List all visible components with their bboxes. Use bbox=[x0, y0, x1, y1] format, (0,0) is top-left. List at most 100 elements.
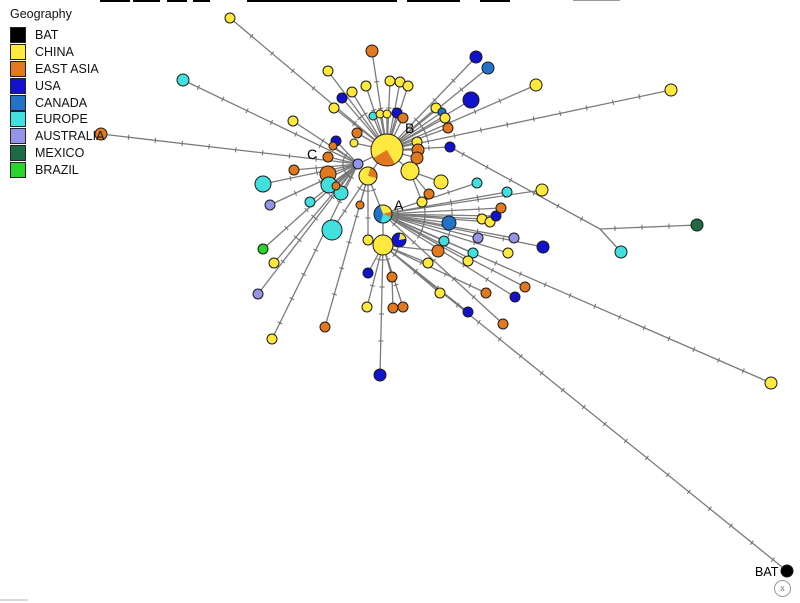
network-node[interactable] bbox=[472, 232, 484, 244]
network-node[interactable] bbox=[764, 376, 778, 390]
network-node[interactable] bbox=[410, 151, 424, 165]
network-node[interactable] bbox=[529, 78, 543, 92]
mutation-tick bbox=[293, 190, 298, 196]
network-node[interactable] bbox=[288, 164, 300, 176]
network-node-pie[interactable] bbox=[373, 204, 393, 224]
network-node[interactable] bbox=[416, 196, 428, 208]
network-node[interactable] bbox=[400, 161, 420, 181]
network-node[interactable] bbox=[321, 219, 343, 241]
network-node[interactable] bbox=[536, 240, 550, 254]
network-node[interactable] bbox=[462, 91, 480, 109]
network-node[interactable] bbox=[431, 244, 445, 258]
network-node[interactable] bbox=[287, 115, 299, 127]
legend-swatch bbox=[10, 27, 26, 44]
network-node[interactable] bbox=[331, 181, 341, 191]
network-node[interactable] bbox=[365, 44, 379, 58]
network-node[interactable] bbox=[373, 368, 387, 382]
mutation-tick bbox=[269, 119, 274, 126]
network-node[interactable] bbox=[336, 92, 348, 104]
window-edge-artifact bbox=[100, 0, 130, 2]
network-node[interactable] bbox=[322, 151, 334, 163]
network-node[interactable] bbox=[252, 288, 264, 300]
network-node[interactable] bbox=[352, 158, 364, 170]
close-icon[interactable]: x bbox=[774, 580, 791, 597]
network-node[interactable] bbox=[386, 271, 398, 283]
mutation-tick bbox=[473, 109, 477, 115]
network-node-pie[interactable] bbox=[370, 133, 404, 167]
network-node[interactable] bbox=[176, 73, 190, 87]
network-node[interactable] bbox=[349, 138, 359, 148]
mutation-tick bbox=[318, 179, 322, 185]
network-node[interactable] bbox=[497, 318, 509, 330]
mutation-tick bbox=[154, 137, 157, 143]
network-node[interactable] bbox=[444, 141, 456, 153]
network-node[interactable] bbox=[351, 127, 363, 139]
network-node[interactable] bbox=[355, 200, 365, 210]
network-node[interactable] bbox=[382, 109, 392, 119]
network-node[interactable] bbox=[397, 301, 409, 313]
network-node[interactable] bbox=[519, 281, 531, 293]
network-node[interactable] bbox=[442, 122, 454, 134]
network-node[interactable] bbox=[535, 183, 549, 197]
network-node[interactable] bbox=[268, 257, 280, 269]
network-node[interactable] bbox=[362, 267, 374, 279]
network-edge bbox=[382, 213, 469, 262]
clade-label-a: A bbox=[394, 197, 404, 213]
legend-rows: BAT CHINA EAST ASIA USA CANADA EUROPE AUSTRALI… bbox=[10, 27, 104, 178]
network-node[interactable] bbox=[480, 287, 492, 299]
network-node[interactable] bbox=[441, 215, 457, 231]
network-node[interactable] bbox=[690, 218, 704, 232]
network-node[interactable] bbox=[495, 202, 507, 214]
network-node[interactable] bbox=[423, 188, 435, 200]
clade-label-b: B bbox=[405, 120, 415, 136]
network-node[interactable] bbox=[471, 177, 483, 189]
network-node[interactable] bbox=[614, 245, 628, 259]
network-node[interactable] bbox=[319, 321, 331, 333]
network-node[interactable] bbox=[490, 210, 502, 222]
mutation-tick bbox=[560, 387, 565, 393]
network-node[interactable] bbox=[346, 86, 358, 98]
network-node[interactable] bbox=[360, 80, 372, 92]
network-node[interactable] bbox=[502, 247, 514, 259]
network-node[interactable] bbox=[422, 257, 434, 269]
network-node[interactable] bbox=[508, 232, 520, 244]
mutation-tick bbox=[277, 321, 283, 325]
network-node[interactable] bbox=[264, 199, 276, 211]
network-node[interactable] bbox=[372, 234, 394, 256]
network-node[interactable] bbox=[402, 80, 414, 92]
network-node[interactable] bbox=[387, 302, 399, 314]
network-node[interactable] bbox=[469, 50, 483, 64]
network-node[interactable] bbox=[257, 243, 269, 255]
network-node[interactable] bbox=[328, 102, 340, 114]
network-node[interactable] bbox=[501, 186, 513, 198]
network-node[interactable] bbox=[664, 83, 678, 97]
network-node-pie[interactable] bbox=[391, 232, 407, 248]
network-node[interactable] bbox=[397, 112, 409, 124]
network-node[interactable] bbox=[384, 75, 396, 87]
mutation-tick bbox=[321, 138, 325, 144]
mutation-tick bbox=[741, 368, 745, 374]
network-node[interactable] bbox=[322, 65, 334, 77]
network-node[interactable] bbox=[328, 141, 338, 151]
network-node[interactable] bbox=[780, 564, 794, 578]
network-node[interactable] bbox=[254, 175, 272, 193]
network-node[interactable] bbox=[467, 247, 479, 259]
network-node[interactable] bbox=[224, 12, 236, 24]
network-node[interactable] bbox=[361, 301, 373, 313]
network-node[interactable] bbox=[362, 234, 374, 246]
network-node[interactable] bbox=[438, 235, 450, 247]
network-node[interactable] bbox=[439, 112, 451, 124]
network-node[interactable] bbox=[481, 61, 495, 75]
network-node[interactable] bbox=[266, 333, 278, 345]
network-node[interactable] bbox=[434, 287, 446, 299]
network-node[interactable] bbox=[304, 196, 316, 208]
network-node-pie[interactable] bbox=[358, 166, 378, 186]
network-node[interactable] bbox=[94, 127, 108, 141]
network-node[interactable] bbox=[462, 306, 474, 318]
network-node[interactable] bbox=[462, 255, 474, 267]
mutation-tick bbox=[313, 216, 319, 221]
network-node[interactable] bbox=[433, 174, 449, 190]
network-node[interactable] bbox=[509, 291, 521, 303]
